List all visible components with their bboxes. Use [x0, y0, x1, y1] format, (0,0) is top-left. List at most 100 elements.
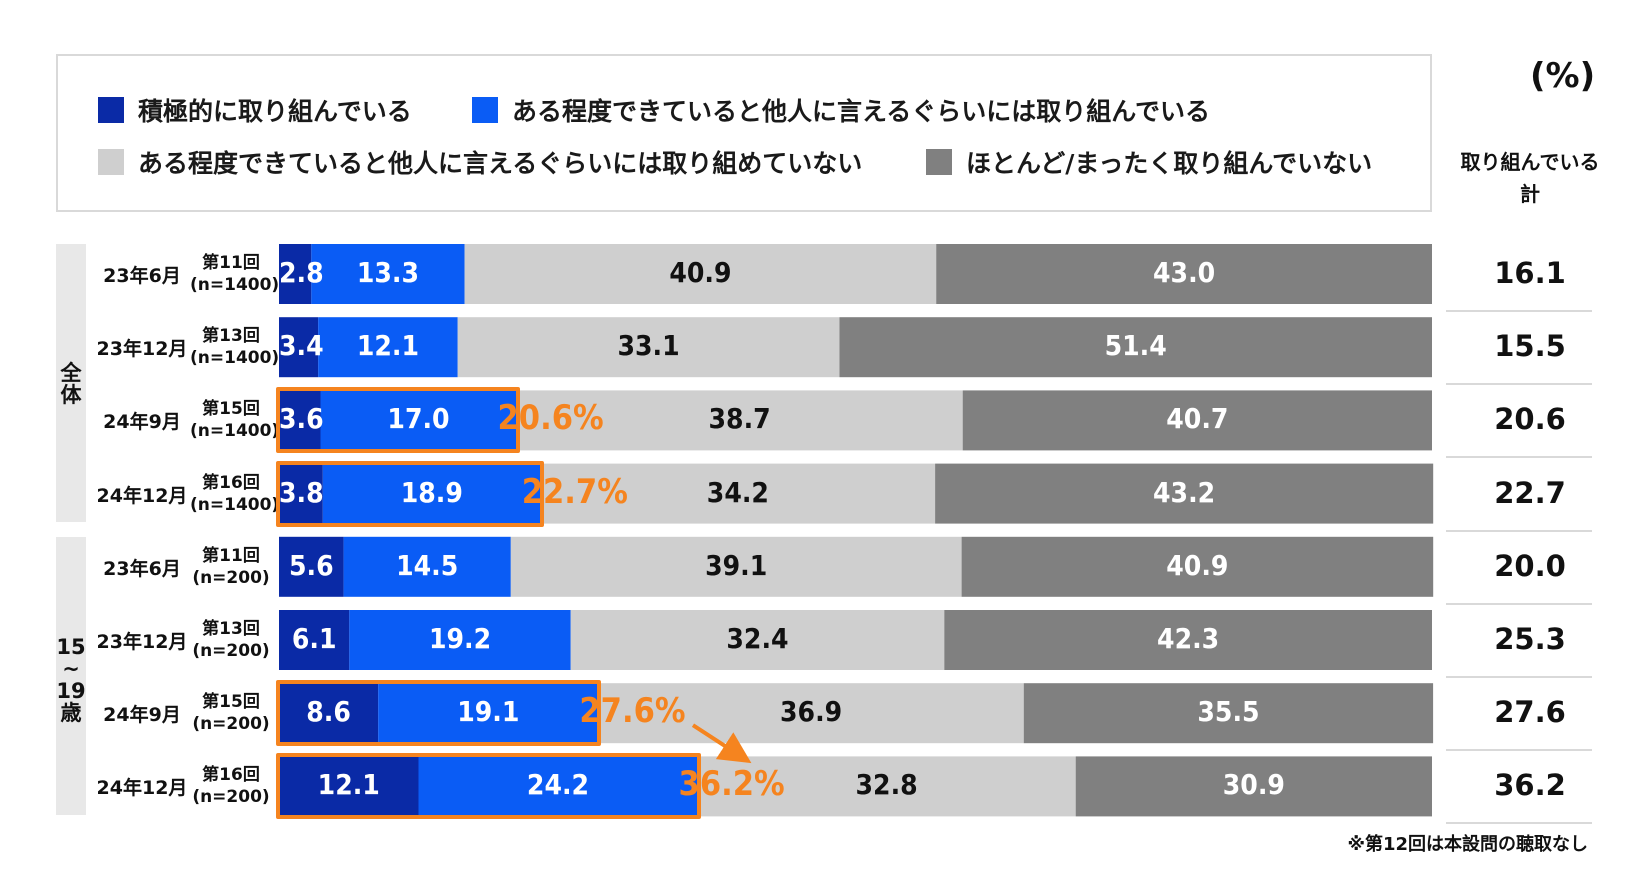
total-separator [1446, 383, 1592, 386]
legend-swatch-somewhat-not [98, 149, 124, 175]
total-header-line1: 取り組んでいる [1460, 150, 1600, 174]
footnote: ※第12回は本設問の聴取なし [1347, 834, 1588, 855]
bar-value-label: 34.2 [706, 475, 769, 509]
bar-value-label: 36.9 [780, 695, 843, 729]
legend-swatch-somewhat [472, 97, 498, 123]
bar-segment [418, 756, 698, 817]
group-band-all [56, 244, 86, 522]
total-value: 15.5 [1494, 329, 1566, 364]
total-value: 25.3 [1494, 622, 1566, 656]
row-sample-size: (n=1400) [190, 275, 280, 295]
bar-segment [279, 244, 312, 304]
legend-label-somewhat: ある程度できていると他人に言えるぐらいには取り組んでいる [512, 97, 1211, 126]
bar-segment [935, 463, 1434, 524]
highlight-callout: 20.6% [497, 398, 604, 439]
legend-item-somewhat: ある程度できていると他人に言えるぐらいには取り組んでいる [472, 92, 1210, 128]
bar-value-label: 13.3 [356, 256, 420, 289]
total-separator [1446, 602, 1592, 605]
row-wave-label: 第16回 (n=200) [190, 764, 272, 808]
row-date-label: 23年12月 [96, 338, 188, 361]
bar-segment [378, 683, 599, 744]
bar-segment [961, 536, 1434, 597]
bar-value-label: 12.1 [317, 768, 380, 802]
row-date-label: 24年9月 [103, 704, 181, 727]
total-value: 22.7 [1494, 475, 1566, 510]
row-wave-label: 第11回 (n=200) [190, 545, 272, 589]
highlight-box [276, 753, 701, 820]
legend-item-somewhat-not: ある程度できていると他人に言えるぐらいには取り組めていない [98, 144, 862, 180]
legend-label-not-at-all: ほとんど/まったく取り組んでいない [966, 149, 1373, 178]
bar-segment [464, 244, 937, 304]
bar-segment [279, 610, 350, 670]
bar-value-label: 17.0 [387, 402, 450, 436]
bar-value-label: 43.0 [1153, 256, 1216, 289]
bar-segment [320, 390, 517, 451]
total-value: 20.6 [1494, 402, 1566, 437]
row-wave-label: 第16回 (n=1400) [190, 472, 280, 516]
bar-value-label: 5.6 [288, 548, 334, 582]
bar-segment [944, 610, 1432, 670]
row-date-label: 23年6月 [103, 265, 181, 287]
bar-segment [570, 610, 945, 670]
total-separator [1446, 822, 1592, 825]
row-wave-number: 第15回 [202, 399, 260, 420]
bar-segment [279, 463, 323, 524]
legend: 積極的に取り組んでいる ある程度できていると他人に言えるぐらいには取り組んでいる… [56, 54, 1432, 212]
row-sample-size: (n=200) [192, 787, 270, 808]
row-wave-label: 第11回 (n=1400) [190, 252, 280, 296]
bar-value-label: 35.5 [1197, 695, 1260, 729]
bar-segment [516, 390, 963, 451]
bar-value-label: 24.2 [526, 768, 590, 802]
bar-value-label: 19.1 [457, 695, 520, 729]
bar-segment [510, 536, 962, 597]
bar-segment [457, 317, 840, 378]
row-date-label: 23年6月 [103, 557, 181, 580]
row-wave-number: 第11回 [202, 253, 260, 273]
total-column-header: 取り組んでいる 計 [1446, 146, 1614, 210]
total-separator [1446, 310, 1592, 312]
total-value: 16.1 [1494, 256, 1566, 290]
bar-value-label: 43.2 [1153, 475, 1216, 509]
bar-segment [279, 536, 344, 597]
unit-label: (%) [1530, 56, 1596, 96]
bar-value-label: 40.9 [669, 256, 732, 289]
highlight-callout: 22.7% [521, 471, 628, 512]
bar-value-label: 19.2 [428, 622, 492, 655]
row-wave-number: 第13回 [202, 619, 260, 639]
total-value: 27.6 [1494, 695, 1566, 730]
bar-segment [311, 244, 465, 304]
highlight-box [276, 460, 544, 527]
bar-value-label: 39.1 [705, 548, 768, 582]
bar-value-label: 14.5 [396, 548, 459, 582]
group-band-teens [56, 537, 86, 815]
bar-segment [279, 683, 379, 744]
bar-segment [936, 244, 1432, 304]
bar-value-label: 40.7 [1166, 402, 1229, 436]
row-wave-label: 第13回 (n=200) [190, 618, 272, 662]
bar-value-label: 3.6 [279, 402, 324, 436]
bar-segment [962, 390, 1432, 451]
row-sample-size: (n=1400) [190, 494, 280, 515]
bar-segment [1075, 756, 1432, 817]
bar-value-label: 3.4 [279, 329, 324, 363]
bar-value-label: 51.4 [1104, 329, 1167, 363]
row-wave-number: 第16回 [202, 765, 260, 786]
bar-segment [839, 317, 1432, 378]
bar-segment [279, 390, 321, 451]
bar-segment [697, 756, 1076, 817]
total-value: 20.0 [1494, 548, 1566, 583]
total-separator [1446, 676, 1592, 678]
bar-segment [279, 317, 319, 378]
bar-value-label: 32.8 [855, 768, 918, 802]
bar-value-label: 30.9 [1222, 768, 1285, 802]
bar-segment [598, 683, 1024, 744]
bar-value-label: 3.8 [279, 475, 324, 509]
highlight-callout: 27.6% [579, 691, 686, 732]
bar-segment [1023, 683, 1434, 744]
total-value: 36.2 [1494, 768, 1566, 803]
row-wave-number: 第15回 [202, 692, 260, 713]
bar-segment [279, 756, 419, 817]
legend-label-somewhat-not: ある程度できていると他人に言えるぐらいには取り組めていない [138, 149, 863, 178]
row-sample-size: (n=200) [192, 641, 270, 661]
